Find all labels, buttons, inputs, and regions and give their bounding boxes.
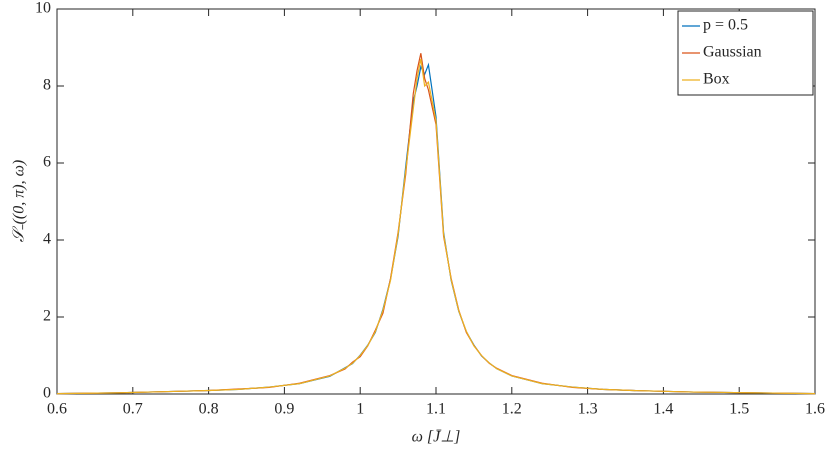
x-tick-label: 0.6 [47, 401, 67, 418]
legend-label: p = 0.5 [703, 17, 748, 34]
y-tick-label: 4 [43, 231, 51, 248]
legend-label: Box [703, 71, 730, 88]
x-tick-label: 0.8 [199, 401, 219, 418]
x-tick-label: 1.5 [729, 401, 749, 418]
legend-box [677, 10, 814, 96]
x-tick-label: 1.1 [426, 401, 446, 418]
x-tick-label: 1.6 [805, 401, 825, 418]
legend-label: Gaussian [703, 44, 762, 61]
x-tick-label: 0.7 [123, 401, 143, 418]
y-tick-label: 8 [43, 77, 51, 94]
y-tick-label: 2 [43, 308, 51, 325]
y-tick-label: 6 [43, 154, 51, 171]
x-tick-label: 0.9 [274, 401, 294, 418]
y-tick-label: 10 [35, 0, 51, 17]
y-axis-label: 𝒮₋((0, π), ω) [11, 160, 28, 242]
x-tick-label: 1 [356, 401, 364, 418]
x-tick-label: 1.3 [578, 401, 598, 418]
x-tick-label: 1.4 [653, 401, 673, 418]
y-tick-label: 0 [43, 385, 51, 402]
series-line [56, 58, 816, 395]
x-tick-label: 1.2 [502, 401, 522, 418]
x-axis-label: ω [J̄⊥] [412, 429, 461, 446]
